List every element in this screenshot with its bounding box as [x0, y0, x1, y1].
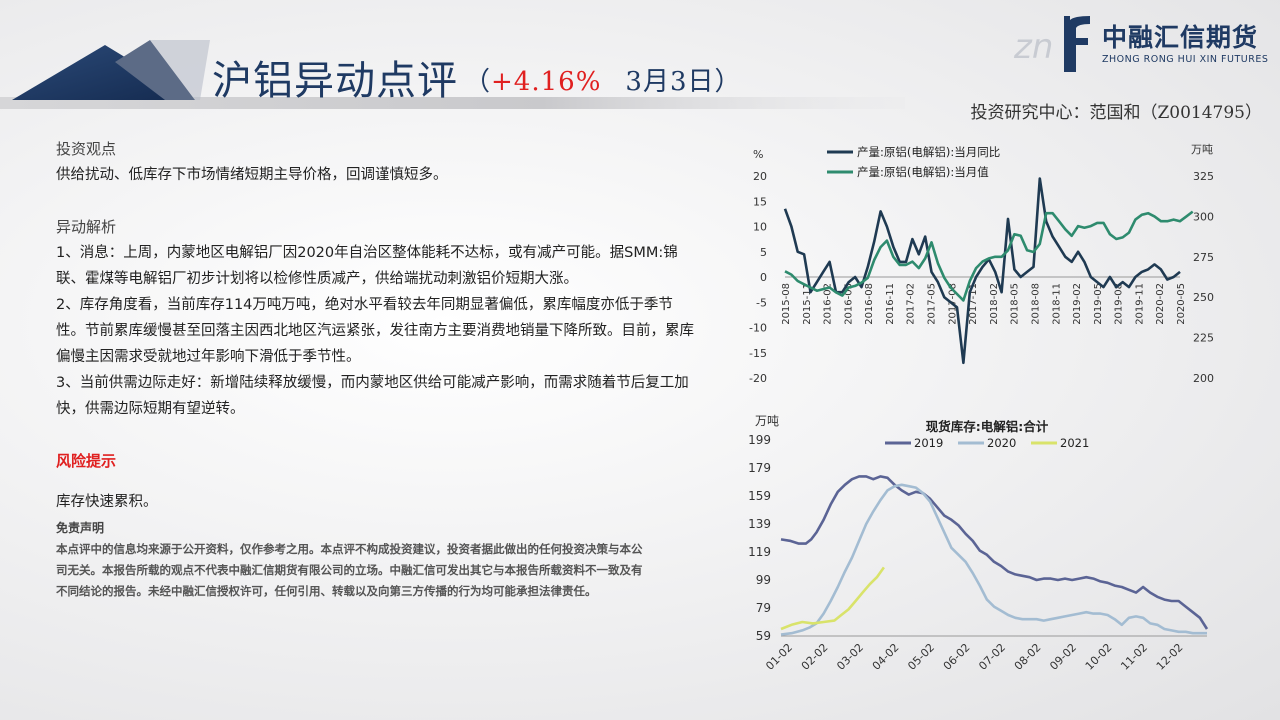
change-percent: +4.16% [491, 67, 602, 97]
y-left-tick-label: -5 [756, 296, 767, 309]
x-tick-label: 04-02 [870, 641, 902, 673]
x-tick-label: 02-02 [799, 641, 831, 673]
report-body: 投资观点 供给扰动、低库存下市场情绪短期主导价格，回调谨慎短多。 异动解析 1、… [56, 136, 696, 602]
title-paren-open: （ [464, 67, 492, 97]
x-tick-label: 2018-08 [1030, 283, 1041, 325]
svg-text:zn: zn [1013, 27, 1053, 67]
y-tick-label: 79 [756, 601, 771, 615]
series-yoy-line [783, 177, 1181, 365]
x-tick-label: 2018-05 [1010, 283, 1021, 325]
x-tick-label: 2016-02 [823, 283, 834, 325]
x-tick-label: 2018-11 [1051, 283, 1062, 325]
series-2020-line [780, 483, 1207, 636]
y-unit: 万吨 [755, 414, 779, 428]
y-right-unit: 万吨 [1191, 143, 1213, 156]
page-title: 沪铝异动点评 （+4.16% 3月3日） [212, 48, 742, 106]
view-text: 供给扰动、低库存下市场情绪短期主导价格，回调谨慎短多。 [56, 167, 448, 183]
y-left-tick-label: 5 [760, 246, 767, 259]
y-right-tick-label: 225 [1193, 332, 1214, 345]
x-tick-label: 2015-08 [781, 283, 792, 325]
y-tick-label: 139 [748, 517, 771, 531]
y-tick-label: 179 [748, 461, 771, 475]
y-left-tick-label: 15 [753, 195, 767, 208]
disclaimer-text: 本点评中的信息均来源于公开资料，仅作参考之用。本点评不构成投资建议，投资者据此做… [56, 542, 643, 598]
author-line: 投资研究中心：范国和（Z0014795） [970, 103, 1262, 123]
chart-title: 现货库存:电解铝:合计 [926, 419, 1049, 434]
x-tick-label: 2017-11 [968, 283, 979, 325]
x-tick-label: 05-02 [905, 641, 937, 673]
x-tick-label: 2015-11 [802, 283, 813, 325]
y-left-tick-label: -20 [749, 372, 767, 385]
analysis-point-1: 1、消息：上周，内蒙地区电解铝厂因2020年自治区整体能耗不达标，或有减产可能。… [56, 245, 678, 287]
header: 沪铝异动点评 （+4.16% 3月3日） 投资研究中心：范国和（Z0014795） … [0, 0, 1280, 125]
analysis-point-3: 3、当前供需边际走好：新增陆续释放缓慢，而内蒙地区供给可能减产影响，而需求随着节… [56, 375, 689, 417]
y-right-tick-label: 300 [1193, 210, 1214, 223]
x-tick-label: 2019-05 [1093, 283, 1104, 325]
x-tick-label: 2019-08 [1114, 283, 1125, 325]
x-tick-label: 2018-02 [989, 283, 1000, 325]
disclaimer-title: 免责声明 [56, 521, 105, 535]
x-tick-label: 2016-08 [864, 283, 875, 325]
y-right-tick-label: 250 [1193, 291, 1214, 304]
company-logo: zn 中融汇信期货 ZHONG RONG HUI XIN FUTURES [1012, 14, 1270, 74]
legend-label: 产量:原铝(电解铝):当月值 [857, 165, 989, 179]
y-left-tick-label: 10 [753, 221, 767, 234]
x-tick-label: 2020-05 [1176, 283, 1187, 325]
analysis-title: 异动解析 [56, 218, 117, 236]
y-right-tick-label: 325 [1193, 170, 1214, 183]
x-tick-label: 11-02 [1118, 641, 1150, 673]
x-tick-label: 2016-05 [843, 283, 854, 325]
y-left-tick-label: -15 [749, 347, 767, 360]
y-right-tick-label: 200 [1193, 372, 1214, 385]
legend-label: 2020 [987, 436, 1016, 450]
logo-mark-icon: zn [1013, 16, 1090, 72]
y-tick-label: 119 [748, 545, 771, 559]
x-tick-label: 06-02 [941, 641, 973, 673]
view-title: 投资观点 [56, 140, 117, 158]
y-tick-label: 99 [756, 573, 771, 587]
x-tick-label: 03-02 [834, 641, 866, 673]
y-tick-label: 59 [756, 629, 771, 643]
x-tick-label: 2020-02 [1155, 283, 1166, 325]
x-tick-label: 09-02 [1047, 641, 1079, 673]
y-left-tick-label: 0 [760, 271, 767, 284]
y-tick-label: 159 [748, 489, 771, 503]
y-left-unit: % [753, 148, 763, 161]
x-tick-label: 10-02 [1083, 641, 1115, 673]
risk-text: 库存快速累积。 [56, 494, 158, 510]
title-date: 3月3日） [625, 67, 742, 97]
legend-label: 产量:原铝(电解铝):当月同比 [857, 145, 1000, 159]
legend-label: 2019 [914, 436, 943, 450]
x-tick-label: 2019-02 [1072, 283, 1083, 325]
x-tick-label: 2017-02 [906, 283, 917, 325]
legend-label: 2021 [1060, 436, 1089, 450]
y-left-tick-label: 20 [753, 170, 767, 183]
x-tick-label: 08-02 [1012, 641, 1044, 673]
y-tick-label: 199 [748, 433, 771, 447]
x-tick-label: 07-02 [976, 641, 1008, 673]
x-tick-label: 2017-05 [927, 283, 938, 325]
x-tick-label: 12-02 [1154, 641, 1186, 673]
logo-text-en: ZHONG RONG HUI XIN FUTURES [1102, 54, 1269, 65]
series-monthly-line [784, 210, 1194, 302]
analysis-point-2: 2、库存角度看，当前库存114万吨万吨，绝对水平看较去年同期显著偏低，累库幅度亦… [56, 297, 694, 365]
risk-title: 风险提示 [56, 452, 117, 470]
header-decoration [0, 40, 905, 109]
y-right-tick-label: 275 [1193, 251, 1214, 264]
production-chart: % 万吨 -20 -15 -10 -5 0 5 10 15 20 200 225 250 275 300 325… [749, 143, 1214, 385]
series-2021-line [780, 566, 885, 631]
title-main: 沪铝异动点评 [212, 58, 458, 104]
y-left-tick-label: -10 [749, 322, 767, 335]
series-2019-line [780, 475, 1209, 630]
x-tick-label: 2016-11 [885, 283, 896, 325]
x-tick-label: 2019-11 [1134, 283, 1145, 325]
logo-text-zh: 中融汇信期货 [1102, 23, 1259, 52]
x-tick-label: 01-02 [763, 641, 795, 673]
